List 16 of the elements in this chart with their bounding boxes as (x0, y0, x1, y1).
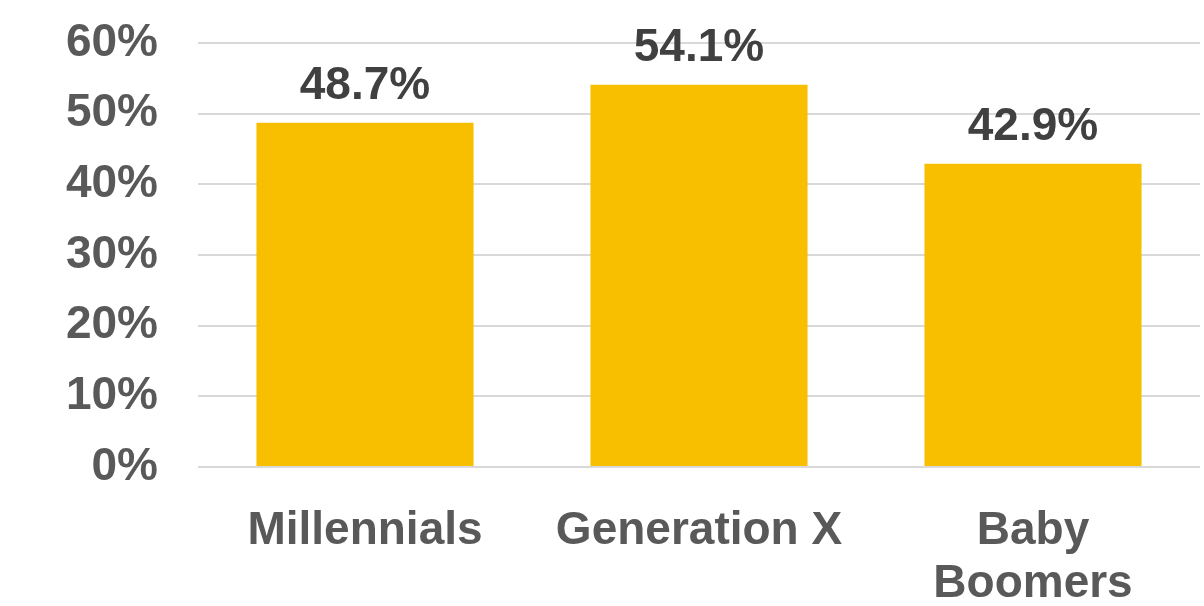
bar (256, 122, 474, 466)
x-tick-label: Millennials (247, 502, 483, 555)
x-tick-label: Baby Boomers (933, 502, 1133, 606)
y-tick-label: 40% (65, 155, 158, 208)
y-tick-label: 60% (65, 13, 158, 66)
data-label: 54.1% (633, 18, 765, 71)
y-tick-label: 0% (91, 437, 158, 490)
y-tick-label: 10% (65, 367, 158, 420)
data-label: 48.7% (299, 56, 431, 109)
bar (590, 84, 808, 466)
y-tick-label: 50% (65, 84, 158, 137)
data-label: 42.9% (967, 97, 1099, 150)
y-tick-label: 20% (65, 296, 158, 349)
y-tick-label: 30% (65, 225, 158, 278)
x-tick-label: Generation X (555, 502, 843, 555)
bar (924, 163, 1142, 466)
